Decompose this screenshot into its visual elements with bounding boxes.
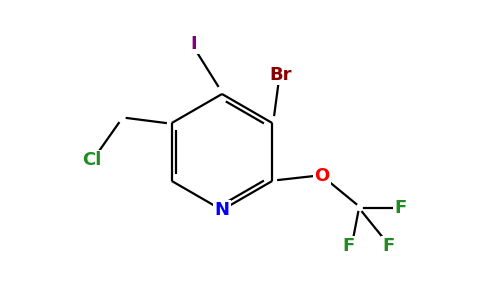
Text: F: F [382,237,394,255]
Text: Br: Br [269,66,291,84]
Text: I: I [191,35,197,53]
Text: F: F [342,237,354,255]
Text: F: F [394,199,407,217]
Text: O: O [315,167,330,185]
Text: Cl: Cl [82,151,102,169]
Text: N: N [214,201,229,219]
